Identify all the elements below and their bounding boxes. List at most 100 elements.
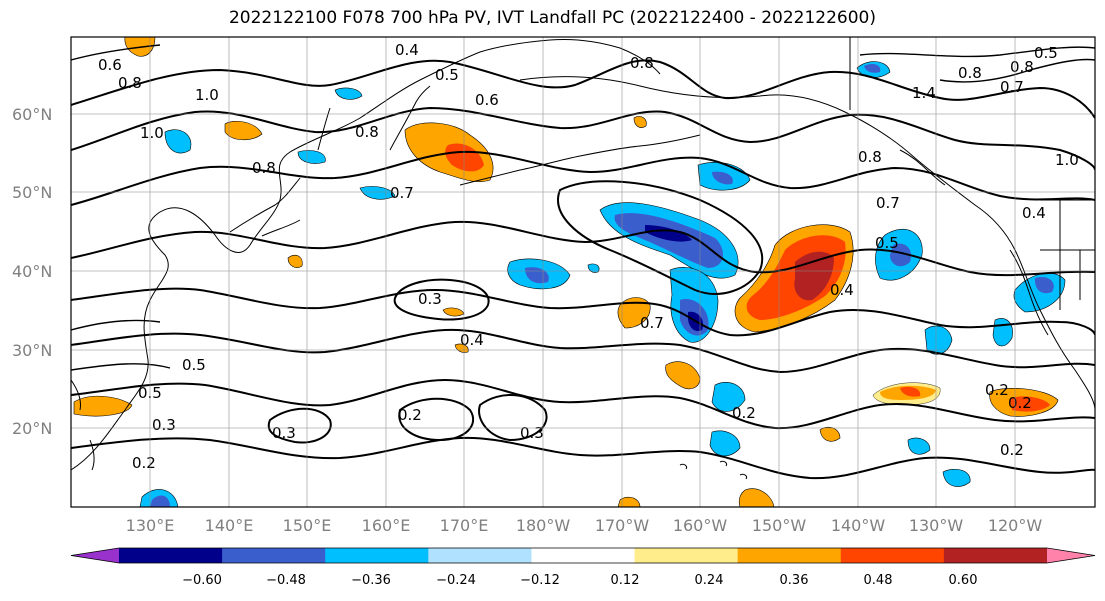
contour-label: 0.5 <box>875 234 899 252</box>
lon-label: 150°W <box>752 516 807 535</box>
colorbar-tick-label: 0.24 <box>695 573 724 588</box>
asia-coast <box>71 39 661 471</box>
colorbar-extend-max <box>1047 548 1095 563</box>
contour-label: 0.2 <box>732 404 756 422</box>
colorbar-extend-min <box>71 548 119 563</box>
contour-label: 0.8 <box>958 64 982 82</box>
contour-label: 0.7 <box>390 184 414 202</box>
contour-line <box>71 106 1095 171</box>
lon-label: 130°E <box>126 516 175 535</box>
colorbar-segment <box>737 548 842 563</box>
contour-line <box>71 328 1095 374</box>
contour-label: 0.5 <box>1034 44 1058 62</box>
negative-anomaly <box>992 318 1013 347</box>
contour-label: 0.2 <box>132 454 156 472</box>
contour-label: 0.3 <box>520 424 544 442</box>
lat-label: 20°N <box>12 419 52 438</box>
contour-line <box>557 180 764 295</box>
contour-label: 0.3 <box>418 290 442 308</box>
pv-contours <box>71 59 1095 480</box>
negative-anomaly <box>709 430 741 457</box>
colorbar-segment <box>840 548 945 563</box>
colorbar-tick-label: 0.60 <box>949 573 978 588</box>
positive-anomaly <box>633 116 647 128</box>
negative-anomaly <box>712 171 733 185</box>
contour-line <box>398 397 475 442</box>
negative-anomaly <box>864 64 881 73</box>
colorbar-tick-label: 0.36 <box>780 573 809 588</box>
contour-label: 0.8 <box>252 159 276 177</box>
contour-line <box>71 363 171 371</box>
contour-label: 1.0 <box>140 124 164 142</box>
lat-label: 60°N <box>12 105 52 124</box>
map-panel <box>71 37 1095 507</box>
contour-line <box>267 407 332 444</box>
hawaii-islands <box>679 460 747 480</box>
contour-label: 0.2 <box>1000 441 1024 459</box>
contour-line <box>71 378 1095 430</box>
positive-anomaly <box>819 426 841 442</box>
negative-anomaly <box>924 325 953 355</box>
colorbar-tick-label: −0.60 <box>182 573 222 588</box>
positive-anomaly <box>287 254 303 268</box>
negative-anomaly <box>334 87 363 100</box>
contour-label: 0.5 <box>435 66 459 84</box>
us-west-coast <box>1009 249 1049 336</box>
contour-label: 0.2 <box>398 406 422 424</box>
lon-label: 160°W <box>673 516 728 535</box>
contour-line <box>71 220 1095 277</box>
positive-anomaly <box>900 386 921 397</box>
lon-label: 150°E <box>283 516 332 535</box>
contour-label: 0.3 <box>272 424 296 442</box>
contour-label: 0.7 <box>876 194 900 212</box>
colorbar-tick-label: 0.12 <box>611 573 640 588</box>
contour-label: 1.4 <box>912 84 936 102</box>
contour-label: 0.4 <box>395 41 419 59</box>
contour-label: 0.8 <box>118 74 142 92</box>
japan-coast <box>229 177 301 237</box>
negative-anomaly <box>1034 276 1054 294</box>
lon-label: 120°W <box>988 516 1043 535</box>
lon-label: 140°W <box>831 516 886 535</box>
contour-line <box>71 319 161 331</box>
colorbar-tick-label: −0.12 <box>520 573 560 588</box>
state-borders <box>1040 199 1095 310</box>
contour-label: 0.6 <box>98 56 122 74</box>
contour-label: 0.4 <box>830 281 854 299</box>
colorbar-segment <box>325 548 429 563</box>
lat-label: 40°N <box>12 262 52 281</box>
negative-anomaly <box>907 437 931 455</box>
negative-anomaly <box>890 243 912 267</box>
contour-line <box>71 59 1095 119</box>
contour-label: 0.4 <box>1022 204 1046 222</box>
longitude-labels: 130°E 140°E 150°E 160°E 170°E 180°W 170°… <box>126 516 1043 535</box>
map-frame <box>70 36 1096 508</box>
colorbar-segment <box>943 548 1048 563</box>
colorbar-outline <box>70 547 1096 564</box>
contour-label: 0.2 <box>1008 394 1032 412</box>
positive-anomaly <box>445 143 484 172</box>
contour-label: 0.8 <box>630 54 654 72</box>
colorbar-tick-label: −0.24 <box>436 573 476 588</box>
contour-line <box>939 58 1095 83</box>
lon-label: 130°W <box>909 516 964 535</box>
contour-line <box>71 150 1095 206</box>
contour-label: 1.0 <box>1055 151 1079 169</box>
colorbar-tick-label: −0.36 <box>351 573 391 588</box>
latitude-labels: 60°N 50°N 40°N 30°N 20°N <box>12 105 52 438</box>
positive-anomaly <box>224 121 263 141</box>
positive-anomaly <box>617 496 641 507</box>
lon-label: 160°E <box>362 516 411 535</box>
negative-anomaly <box>297 150 326 164</box>
positive-anomaly <box>665 361 701 390</box>
contour-line <box>71 287 1095 337</box>
colorbar-segment <box>634 548 739 563</box>
negative-anomaly <box>645 225 692 242</box>
contour-label: 1.0 <box>195 86 219 104</box>
pv-contours-thin <box>71 44 1095 371</box>
contour-label: 0.8 <box>355 123 379 141</box>
contour-label: 0.5 <box>182 356 206 374</box>
lat-label: 30°N <box>12 341 52 360</box>
contour-label: 0.8 <box>1010 58 1034 76</box>
